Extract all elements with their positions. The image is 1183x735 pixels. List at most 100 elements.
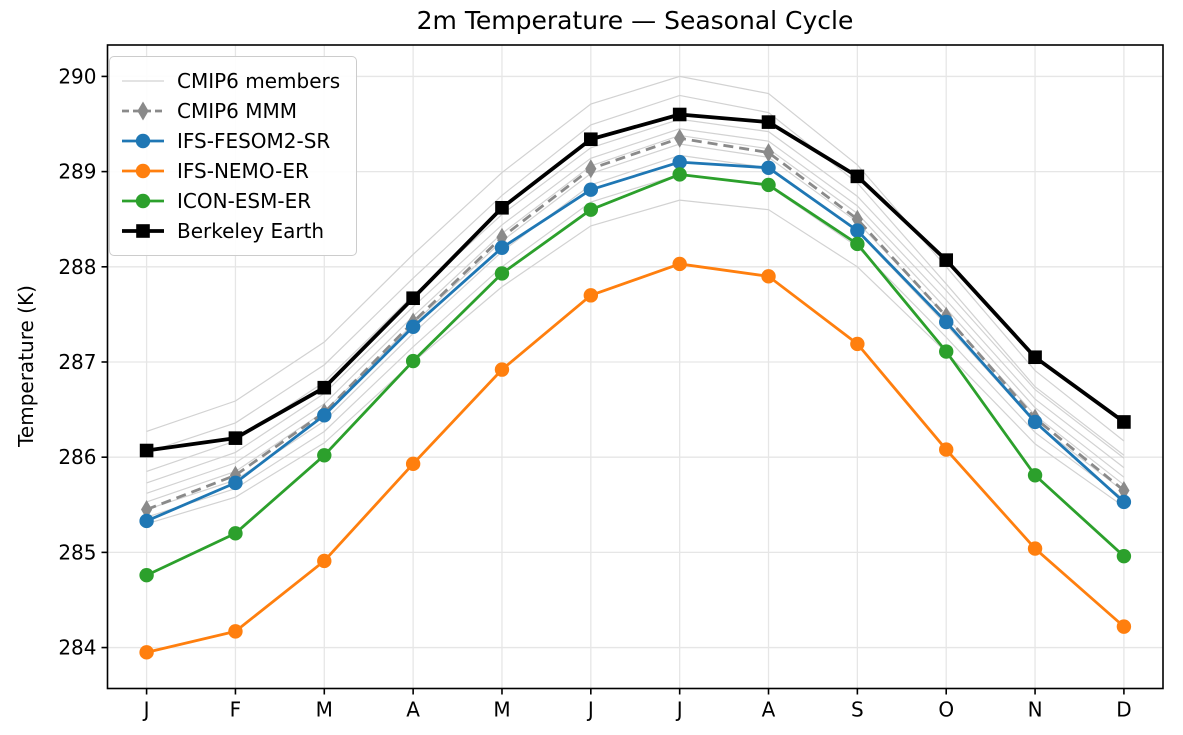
data-point-marker	[317, 448, 332, 463]
series-ifs-fesom2-sr	[139, 154, 1132, 529]
data-point-marker	[137, 101, 149, 121]
chart-title: 2m Temperature — Seasonal Cycle	[416, 6, 854, 35]
data-point-marker	[851, 209, 863, 229]
legend-label-cmip6-mmm: CMIP6 MMM	[177, 99, 298, 123]
data-point-marker	[939, 442, 954, 457]
data-point-marker	[761, 269, 776, 284]
x-tick-label: J	[675, 698, 683, 722]
member-line	[146, 75, 1125, 442]
data-point-marker	[939, 344, 954, 359]
x-tick-label: O	[938, 698, 954, 722]
data-point-marker	[1116, 494, 1132, 510]
data-point-marker	[1027, 414, 1043, 430]
data-point-marker	[583, 182, 599, 197]
x-tick-label: J	[586, 698, 594, 722]
legend-label-icon-esm-er: ICON-ESM-ER	[177, 189, 312, 213]
data-point-marker	[228, 431, 243, 445]
legend-item-icon-esm-er: ICON-ESM-ER	[121, 186, 340, 216]
data-point-marker	[1116, 548, 1132, 564]
data-point-marker	[494, 266, 510, 281]
series-ifs-nemo-er	[139, 256, 1132, 660]
series-icon-esm-er	[139, 167, 1132, 583]
data-point-marker	[317, 553, 332, 569]
legend-label-berkeley-earth: Berkeley Earth	[177, 219, 325, 243]
data-point-marker	[583, 202, 599, 217]
data-point-marker	[405, 319, 421, 334]
series-line	[145, 173, 1125, 577]
data-point-marker	[761, 160, 776, 175]
data-point-marker	[761, 115, 776, 129]
y-tick-label: 285	[58, 540, 96, 564]
data-point-marker	[228, 624, 243, 639]
data-point-marker	[585, 159, 597, 179]
y-tick-label: 288	[58, 255, 96, 279]
x-tick-label: M	[493, 698, 510, 722]
data-point-marker	[761, 177, 776, 193]
ifs-fesom2-sr-line-circle-icon	[122, 133, 164, 149]
data-point-marker	[135, 133, 151, 149]
ifs-nemo-er-line-circle-icon	[122, 163, 164, 179]
icon-esm-er-line-circle-icon	[122, 193, 164, 209]
y-tick-label: 287	[58, 350, 96, 374]
member-line	[146, 173, 1125, 518]
member-line	[146, 128, 1125, 484]
x-tick-label: F	[230, 698, 242, 722]
cmip6-mmm-dashed-diamond-icon	[122, 101, 164, 121]
data-point-marker	[939, 314, 954, 330]
data-point-marker	[317, 408, 332, 423]
data-point-marker	[674, 128, 686, 148]
data-point-marker	[317, 380, 332, 395]
y-tick-label: 284	[58, 636, 96, 660]
data-point-marker	[405, 456, 421, 472]
x-tick-label: A	[406, 698, 420, 722]
data-point-marker	[672, 256, 687, 272]
data-point-marker	[672, 167, 687, 182]
data-point-marker	[583, 288, 599, 303]
series-line	[146, 136, 1125, 511]
axis-ticks: 284 285 286 287 288 289 290 J F M A M J J A S O N D	[58, 64, 1131, 721]
y-tick-label: 286	[58, 445, 96, 469]
data-point-marker	[672, 107, 687, 122]
data-point-marker	[135, 163, 151, 179]
legend-label-ifs-nemo-er: IFS-NEMO-ER	[177, 159, 309, 183]
y-tick-label: 289	[58, 160, 96, 184]
y-tick-label: 290	[58, 64, 96, 88]
data-point-marker	[405, 353, 421, 369]
x-tick-label: J	[142, 698, 150, 722]
cmip6-members-line-icon	[122, 80, 164, 82]
data-point-marker	[939, 253, 954, 267]
data-point-marker	[139, 443, 154, 458]
data-point-marker	[850, 223, 865, 238]
data-point-marker	[1118, 481, 1130, 500]
legend-item-ifs-fesom2-sr: IFS-FESOM2-SR	[121, 126, 340, 156]
data-point-marker	[139, 568, 154, 583]
data-point-marker	[136, 224, 150, 238]
x-tick-label: A	[762, 698, 776, 722]
x-tick-label: M	[316, 698, 333, 722]
data-point-marker	[1117, 415, 1131, 429]
data-point-marker	[672, 154, 687, 170]
x-tick-label: D	[1116, 698, 1131, 722]
legend: CMIP6 members CMIP6 MMM IFS-FESOM2-SR IF…	[109, 56, 358, 256]
data-point-marker	[850, 236, 865, 252]
data-point-marker	[228, 475, 243, 491]
series-line	[146, 262, 1125, 654]
member-line	[146, 118, 1125, 473]
data-point-marker	[139, 513, 154, 529]
data-point-marker	[1116, 619, 1132, 634]
data-point-marker	[1027, 541, 1043, 556]
data-point-marker	[1028, 350, 1042, 365]
data-point-marker	[1027, 468, 1043, 483]
data-point-marker	[494, 362, 510, 377]
data-point-marker	[494, 240, 510, 255]
member-line	[146, 154, 1125, 511]
data-point-marker	[140, 500, 153, 520]
member-line	[146, 134, 1125, 494]
legend-item-berkeley-earth: Berkeley Earth	[121, 216, 340, 246]
data-point-marker	[495, 200, 509, 215]
axes-spines	[106, 44, 1164, 690]
data-point-marker	[135, 193, 151, 209]
series-berkeley-earth	[139, 107, 1131, 458]
data-point-marker	[228, 526, 243, 541]
